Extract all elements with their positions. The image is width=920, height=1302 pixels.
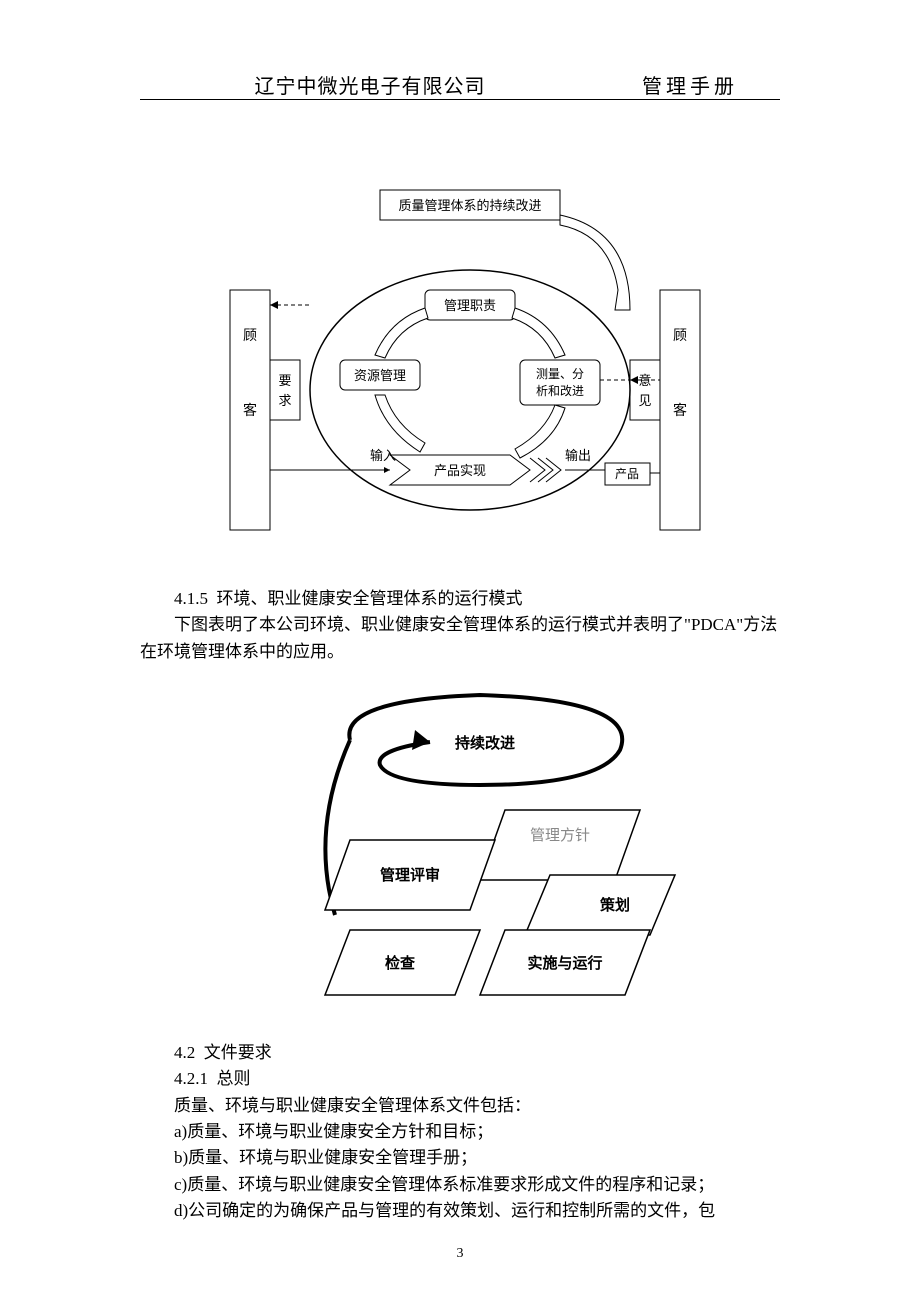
right-yi-2: 见 xyxy=(638,393,651,408)
section-4-2: 4.2 文件要求 4.2.1 总则 质量、环境与职业健康安全管理体系文件包括： … xyxy=(140,1040,780,1224)
input-label: 输入 xyxy=(370,448,396,463)
item-a: a)质量、环境与职业健康安全方针和目标； xyxy=(140,1119,780,1145)
left-req-1: 要 xyxy=(278,373,291,388)
check-label: 检查 xyxy=(385,954,416,972)
cycle-arrow-3 xyxy=(375,395,425,452)
right-cust-bot: 客 xyxy=(673,402,687,419)
section-4-1-5: 4.1.5 环境、职业健康安全管理体系的运行模式 下图表明了本公司环境、职业健康… xyxy=(140,586,780,665)
cycle-arrow-1 xyxy=(375,308,428,358)
top-box-label: 质量管理体系的持续改进 xyxy=(398,198,541,213)
sec-421-heading: 4.2.1 总则 xyxy=(140,1066,780,1092)
qms-diagram: 质量管理体系的持续改进 顾 客 要 求 顾 客 意 见 管理职责 资源管理 测量… xyxy=(210,180,710,550)
plan-label: 策划 xyxy=(599,896,630,914)
sec-421-intro: 质量、环境与职业健康安全管理体系文件包括： xyxy=(140,1093,780,1119)
review-label: 管理评审 xyxy=(380,866,440,884)
do-label: 实施与运行 xyxy=(527,954,602,972)
sec-42-num: 4.2 xyxy=(174,1043,195,1062)
manual-title: 管理手册 xyxy=(600,70,780,99)
product-label: 产品 xyxy=(615,467,639,481)
right-cust-top: 顾 xyxy=(673,329,687,344)
product-real-label: 产品实现 xyxy=(434,463,486,478)
sec-415-title: 环境、职业健康安全管理体系的运行模式 xyxy=(217,589,523,608)
item-d: d)公司确定的为确保产品与管理的有效策划、运行和控制所需的文件，包 xyxy=(140,1198,780,1224)
item-c: c)质量、环境与职业健康安全管理体系标准要求形成文件的程序和记录； xyxy=(140,1172,780,1198)
policy-label: 管理方针 xyxy=(530,827,590,844)
spiral-arrowhead xyxy=(412,730,430,750)
page-number: 3 xyxy=(0,1246,920,1262)
dash-left-arrow xyxy=(270,301,278,309)
right-yi-box xyxy=(630,360,660,420)
left-req-2: 求 xyxy=(278,393,291,408)
mgmt-resp-label: 管理职责 xyxy=(444,298,496,313)
sec-421-title: 总则 xyxy=(217,1069,251,1088)
sec-415-num: 4.1.5 xyxy=(174,589,208,608)
pdca-diagram: 持续改进 管理方针 管理评审 策划 检查 实施与运行 xyxy=(280,680,700,1010)
cycle-arrow-4 xyxy=(515,405,565,458)
sec-42-title: 文件要求 xyxy=(204,1043,272,1062)
sec-421-num: 4.2.1 xyxy=(174,1069,208,1088)
resource-label: 资源管理 xyxy=(354,368,406,383)
left-cust-top: 顾 xyxy=(243,329,257,344)
sec-415-heading: 4.1.5 环境、职业健康安全管理体系的运行模式 xyxy=(140,586,780,612)
cycle-arrow-2 xyxy=(512,308,565,358)
sec-42-heading: 4.2 文件要求 xyxy=(140,1040,780,1066)
measure-l1: 测量、分 xyxy=(536,367,584,381)
chevrons xyxy=(530,458,561,482)
page-header: 辽宁中微光电子有限公司 管理手册 xyxy=(140,70,780,100)
sec-415-para: 下图表明了本公司环境、职业健康安全管理体系的运行模式并表明了"PDCA"方法在环… xyxy=(140,612,780,665)
output-label: 输出 xyxy=(565,448,591,463)
policy-box xyxy=(480,810,640,880)
company-name: 辽宁中微光电子有限公司 xyxy=(140,70,600,99)
left-cust-bot: 客 xyxy=(243,402,257,419)
measure-l2: 析和改进 xyxy=(536,384,584,398)
item-b: b)质量、环境与职业健康安全管理手册； xyxy=(140,1145,780,1171)
left-req-box xyxy=(270,360,300,420)
ci-label: 持续改进 xyxy=(455,734,515,752)
